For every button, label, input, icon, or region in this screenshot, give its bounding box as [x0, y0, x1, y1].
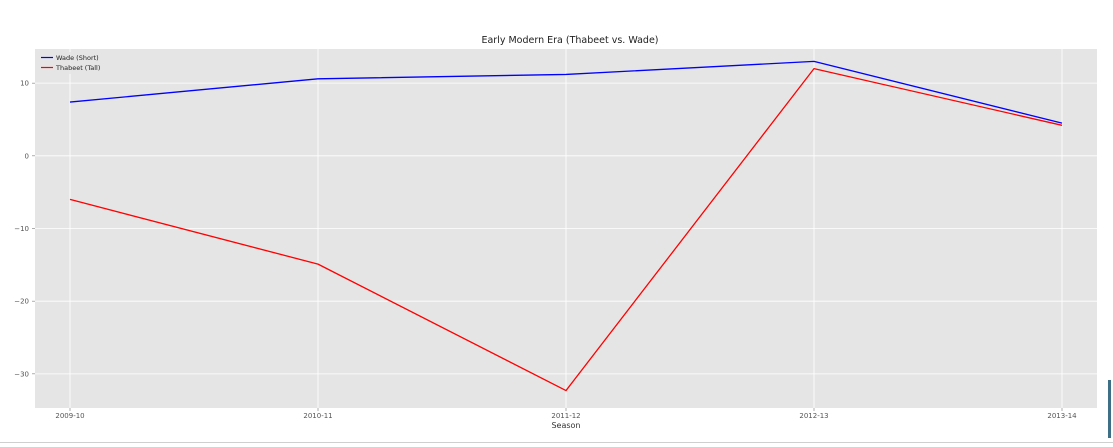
x-tick-label: 2012-13 — [799, 412, 828, 420]
legend: Wade (Short) Thabeet (Tall) — [38, 52, 100, 74]
x-tick-label: 2009-10 — [55, 412, 84, 420]
x-tick-label: 2011-12 — [551, 412, 580, 420]
x-tick-label: 2013-14 — [1047, 412, 1077, 420]
x-axis-ticks: 2009-10 2010-11 2011-12 2012-13 2013-14 — [55, 408, 1077, 420]
legend-label-thabeet: Thabeet (Tall) — [55, 64, 100, 72]
y-tick-label: 10 — [20, 80, 29, 88]
y-tick-label: −30 — [14, 370, 29, 378]
y-axis-ticks: 10 0 −10 −20 −30 — [14, 80, 35, 379]
y-tick-label: −20 — [14, 298, 29, 306]
y-tick-label: −10 — [14, 225, 29, 233]
y-tick-label: 0 — [25, 152, 29, 160]
scrollbar-edge[interactable] — [1108, 380, 1111, 438]
chart-title: Early Modern Era (Thabeet vs. Wade) — [481, 35, 658, 46]
x-axis-label: Season — [551, 421, 580, 430]
legend-label-wade: Wade (Short) — [56, 54, 99, 62]
x-tick-label: 2010-11 — [303, 412, 332, 420]
page-divider — [0, 442, 1113, 443]
